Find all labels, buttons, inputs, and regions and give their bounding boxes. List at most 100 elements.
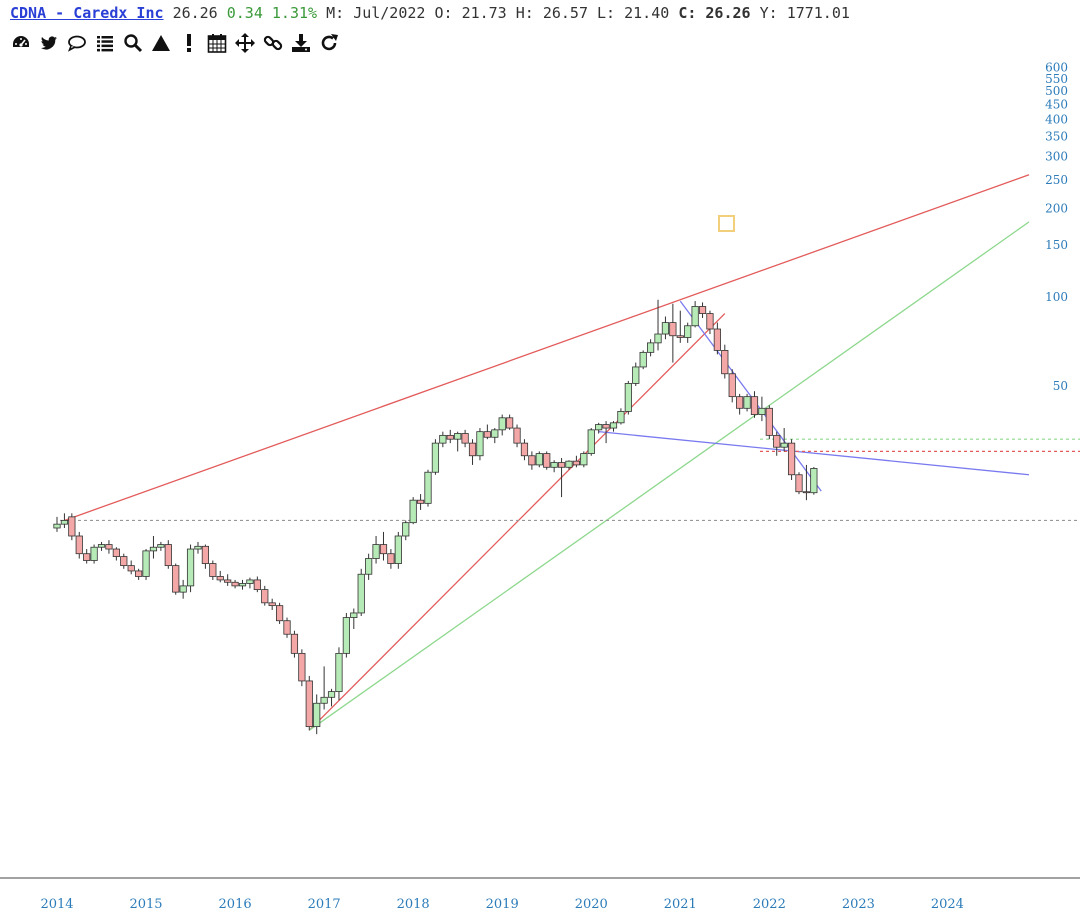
candle-body <box>773 434 781 448</box>
candle-body <box>246 579 254 584</box>
y-tick-label: 450 <box>1045 98 1068 112</box>
comment-icon[interactable] <box>66 32 88 54</box>
x-tick-label: 2016 <box>219 897 252 912</box>
candle-body <box>506 417 514 429</box>
y-tick-label: 550 <box>1045 72 1068 86</box>
candle-body <box>698 306 707 314</box>
move-icon[interactable] <box>234 32 256 54</box>
candle-body <box>550 462 558 468</box>
candle-body <box>765 407 773 436</box>
triangle-icon[interactable] <box>150 32 172 54</box>
candles <box>53 299 818 735</box>
trendline <box>308 221 1030 731</box>
candle-body <box>535 453 543 466</box>
candle-body <box>795 474 803 493</box>
y-tick-label: 200 <box>1045 201 1068 215</box>
candle-body <box>327 691 336 698</box>
candle-body <box>647 342 655 353</box>
candle-body <box>624 383 632 412</box>
candle-body <box>97 544 106 548</box>
candle-body <box>127 565 135 572</box>
candle-body <box>416 499 425 504</box>
y-tick-label: 250 <box>1045 173 1068 187</box>
candle-body <box>676 335 684 338</box>
y-tick-label: 300 <box>1045 149 1068 163</box>
candle-body <box>142 550 150 577</box>
candle-body <box>528 455 536 466</box>
close-label: C: <box>678 4 697 22</box>
candle-body <box>372 544 380 559</box>
candle-body <box>283 620 291 635</box>
candle-body <box>261 589 269 604</box>
high-label: H: <box>515 4 534 22</box>
quote-header: CDNA - Caredx Inc 26.26 0.34 1.31% M: Ju… <box>10 4 850 22</box>
x-tick-label: 2023 <box>842 897 875 912</box>
refresh-icon[interactable] <box>318 32 340 54</box>
candle-body <box>320 696 328 704</box>
candle-body <box>431 442 440 473</box>
note-marker[interactable] <box>718 215 735 232</box>
trendline <box>598 431 1030 476</box>
candle-body <box>728 373 736 398</box>
candle-body <box>186 548 195 587</box>
candle-body <box>750 396 759 415</box>
candle-body <box>402 522 410 537</box>
dashboard-icon[interactable] <box>10 32 32 54</box>
candle-body <box>387 553 395 564</box>
y-tick-label: 50 <box>1053 379 1068 393</box>
candle-body <box>736 396 744 409</box>
candle-body <box>342 617 350 654</box>
candle-body <box>365 558 373 575</box>
candle-body <box>350 612 358 618</box>
candle-body <box>275 605 284 622</box>
candle-body <box>669 322 677 337</box>
candle-body <box>172 565 180 593</box>
exclamation-icon[interactable] <box>178 32 200 54</box>
period-value: Jul/2022 <box>353 4 426 22</box>
candle-body <box>68 516 76 537</box>
candle-body <box>268 602 276 607</box>
chart-toolbar <box>10 32 340 54</box>
y-tick-label: 150 <box>1045 238 1068 252</box>
list-icon[interactable] <box>94 32 116 54</box>
candle-body <box>721 350 729 375</box>
period-label: M: <box>326 4 345 22</box>
price-change: 0.34 <box>226 4 263 22</box>
candle-body <box>617 410 625 424</box>
candle-body <box>684 325 692 338</box>
candle-body <box>565 460 573 468</box>
x-tick-label: 2021 <box>664 897 697 912</box>
candle-body <box>543 453 551 468</box>
search-icon[interactable] <box>122 32 144 54</box>
low-value: 21.40 <box>624 4 670 22</box>
candle-body <box>810 468 818 494</box>
candle-body <box>602 424 610 429</box>
x-axis: 2014 2015 2016 2017 2018 2019 2020 2021 2022 2023… <box>40 897 963 912</box>
candle-body <box>461 433 469 444</box>
candle-body <box>520 442 529 457</box>
candle-body <box>758 407 766 415</box>
candle-body <box>802 491 811 494</box>
last-price: 26.26 <box>172 4 218 22</box>
calendar-icon[interactable] <box>206 32 228 54</box>
candle-body <box>216 576 224 581</box>
candle-body <box>298 652 306 682</box>
high-value: 26.57 <box>542 4 588 22</box>
link-icon[interactable] <box>262 32 284 54</box>
price-change-pct: 1.31% <box>271 4 318 22</box>
candle-body <box>572 460 581 466</box>
ticker-link[interactable]: CDNA - Caredx Inc <box>10 4 164 22</box>
candle-body <box>224 579 232 583</box>
candle-body <box>90 546 98 561</box>
y-tick-label: 400 <box>1045 113 1068 127</box>
candle-body <box>201 545 209 564</box>
candle-body <box>409 499 417 524</box>
trendline <box>679 300 822 492</box>
candle-body <box>209 563 217 577</box>
twitter-icon[interactable] <box>38 32 60 54</box>
x-tick-label: 2019 <box>486 897 519 912</box>
download-icon[interactable] <box>290 32 312 54</box>
candle-body <box>290 633 299 654</box>
